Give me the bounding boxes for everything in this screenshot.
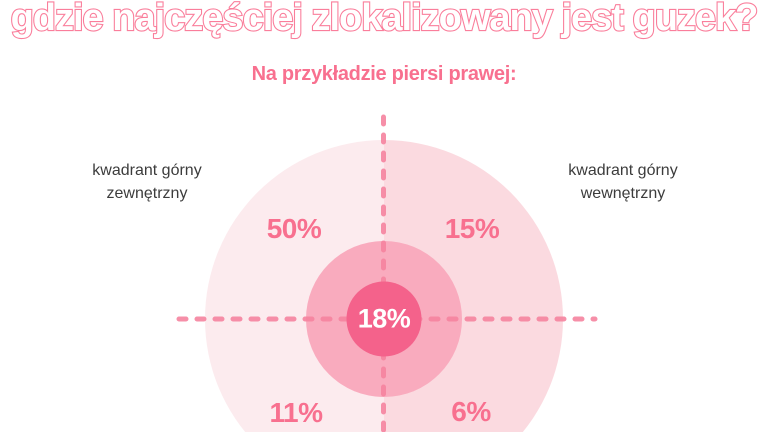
subtitle: Na przykładzie piersi prawej: — [251, 63, 517, 85]
value-upper-outer: 50% — [266, 213, 322, 244]
central-value: 18% — [357, 303, 411, 334]
value-lower-inner: 6% — [451, 396, 491, 427]
label-line-1: kwadrant górny — [92, 162, 202, 179]
label-upper-inner-quadrant: kwadrant górny wewnętrzny — [535, 160, 711, 205]
page-title: gdzie najczęściej zlokalizowany jest guz… — [9, 0, 759, 40]
label-line-2: zewnętrzny — [106, 184, 188, 202]
central-region-circle: 18% — [346, 281, 422, 357]
label-line-2: wewnętrzny — [580, 184, 666, 202]
label-line-1: kwadrant górny — [568, 162, 678, 179]
label-upper-outer-quadrant: kwadrant górny zewnętrzny — [59, 160, 235, 205]
value-lower-outer: 11% — [269, 397, 324, 428]
value-upper-inner: 15% — [444, 213, 500, 244]
